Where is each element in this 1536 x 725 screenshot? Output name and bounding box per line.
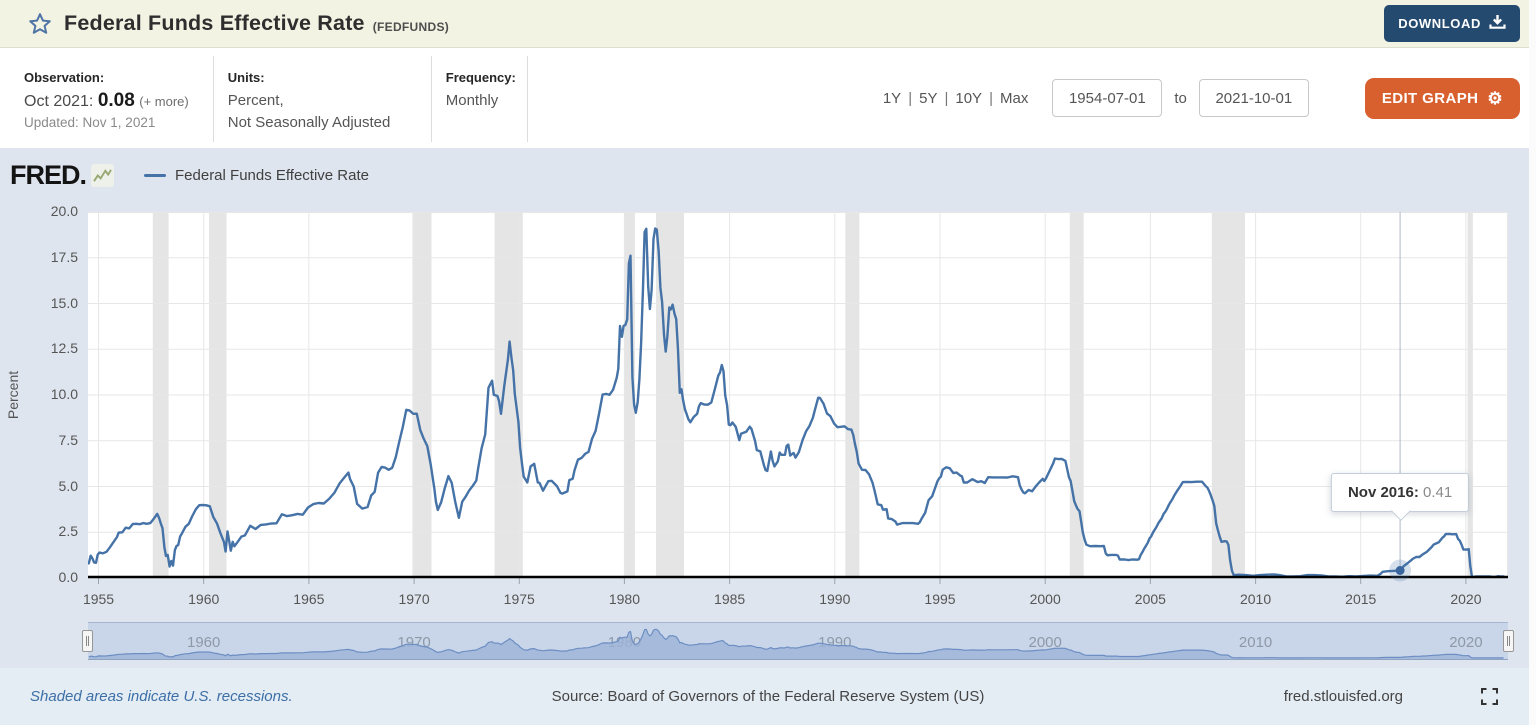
title-bar: Federal Funds Effective Rate (FEDFUNDS) …: [0, 0, 1536, 48]
range-navigator[interactable]: 1960197019801990200020102020: [82, 622, 1514, 660]
observation-value: 0.08: [97, 90, 135, 111]
preset-separator: |: [944, 89, 949, 107]
y-tick-label: 17.5: [50, 248, 78, 265]
y-axis-title: Percent: [5, 370, 21, 420]
x-tick-label: 1960: [188, 591, 220, 607]
x-tick-label: 1955: [82, 591, 115, 607]
x-tick-label: 1980: [608, 591, 641, 607]
series-id: (FEDFUNDS): [372, 20, 450, 34]
navigator-year-label: 2010: [1239, 634, 1272, 651]
navigator-chart[interactable]: 1960197019801990200020102020: [88, 622, 1508, 660]
x-tick-label: 2005: [1134, 591, 1166, 607]
to-label: to: [1174, 89, 1187, 107]
favorite-star-icon[interactable]: [28, 12, 52, 36]
preset-separator: |: [989, 89, 993, 107]
page-title: Federal Funds Effective Rate: [64, 11, 365, 35]
frequency-label: Frequency:: [445, 70, 516, 85]
observation-label: Observation:: [24, 70, 105, 85]
y-tick-label: 10.0: [50, 386, 78, 402]
download-button[interactable]: DOWNLOAD: [1384, 5, 1520, 42]
start-date-input[interactable]: [1052, 79, 1163, 117]
y-tick-label: 20.0: [50, 203, 78, 219]
units-label: Units:: [227, 70, 265, 85]
updated-text: Updated: Nov 1, 2021: [24, 115, 156, 130]
navigator-year-label: 2020: [1449, 634, 1482, 651]
navigator-left-handle[interactable]: [82, 630, 93, 652]
observation-value-line: Oct 2021: 0.08 (+ more): [24, 90, 189, 112]
units-line1: Percent,: [227, 92, 284, 109]
edit-graph-label: EDIT GRAPH: [1381, 89, 1479, 107]
x-tick-label: 2000: [1029, 591, 1061, 607]
x-tick-label: 1995: [924, 591, 956, 607]
tooltip-date: Nov 2016:: [1347, 484, 1419, 502]
chart-section: FRED. Federal Funds Effective Rate Perce…: [0, 148, 1536, 668]
observation-more-link[interactable]: (+ more): [139, 94, 189, 109]
fred-logo-chart-icon: [91, 164, 114, 187]
observation-block: Observation: Oct 2021: 0.08 (+ more) Upd…: [24, 56, 214, 142]
frequency-value: Monthly: [445, 92, 499, 109]
navigator-line: [88, 628, 1504, 659]
navigator-year-label: 2000: [1029, 634, 1062, 651]
legend-line-swatch: [144, 174, 166, 177]
observation-date: Oct 2021:: [24, 93, 94, 110]
navigator-year-label: 1960: [187, 634, 220, 651]
source-text: Source: Board of Governors of the Federa…: [551, 688, 985, 705]
legend-row: FRED. Federal Funds Effective Rate: [10, 160, 369, 191]
preset-separator: |: [908, 89, 913, 107]
y-axis-labels: 0.0 2.5 5.0 7.5 10.0 12.5 15.0 17.5 20.0: [30, 148, 78, 668]
y-tick-label: 7.5: [58, 431, 78, 448]
units-line2: Not Seasonally Adjusted: [227, 113, 391, 131]
y-tick-label: 2.5: [58, 523, 78, 540]
x-tick-label: 1965: [293, 591, 325, 607]
series-line: [88, 227, 1505, 579]
fullscreen-icon[interactable]: [1481, 688, 1498, 705]
edit-graph-button[interactable]: EDIT GRAPH ⚙: [1364, 77, 1520, 119]
recession-note-link[interactable]: Shaded areas indicate U.S. recessions.: [30, 688, 293, 705]
units-block: Units: Percent, Not Seasonally Adjusted: [214, 56, 432, 142]
frequency-block: Frequency: Monthly: [432, 56, 528, 142]
y-tick-label: 12.5: [50, 340, 78, 357]
download-icon: [1489, 14, 1506, 33]
y-tick-label: 5.0: [58, 477, 78, 494]
range-controls: 1Y | 5Y | 10Y | Max to EDIT GRAPH ⚙: [883, 48, 1536, 148]
y-tick-label: 15.0: [50, 294, 78, 311]
tooltip-value: 0.41: [1423, 484, 1453, 502]
hover-point: [1395, 566, 1405, 575]
preset-1y[interactable]: 1Y: [882, 89, 902, 107]
x-tick-label: 1970: [398, 591, 430, 607]
x-tick-label: 1985: [714, 591, 746, 607]
x-tick-label: 1975: [503, 591, 535, 607]
y-tick-label: 0.0: [58, 569, 78, 585]
range-presets: 1Y | 5Y | 10Y | Max: [883, 90, 1028, 107]
site-link: fred.stlouisfed.org: [1283, 688, 1403, 705]
chart-tooltip: Nov 2016: 0.41: [1330, 473, 1470, 513]
preset-5y[interactable]: 5Y: [919, 89, 938, 107]
end-date-input[interactable]: [1198, 79, 1309, 117]
x-tick-label: 2020: [1450, 591, 1482, 607]
meta-bar: Observation: Oct 2021: 0.08 (+ more) Upd…: [0, 48, 1536, 148]
fred-logo: FRED.: [10, 160, 87, 190]
preset-10y[interactable]: 10Y: [955, 89, 983, 107]
legend-series-label[interactable]: Federal Funds Effective Rate: [175, 167, 369, 184]
navigator-right-handle[interactable]: [1503, 630, 1514, 652]
x-axis-labels: 1955 1960 1965 1970 1975 1980 1985 1990 1995 2000…: [83, 591, 1508, 609]
download-label: DOWNLOAD: [1398, 16, 1481, 31]
scrollbar-strip[interactable]: [1529, 0, 1536, 725]
preset-max[interactable]: Max: [999, 89, 1029, 107]
page-footer: Shaded areas indicate U.S. recessions. S…: [0, 668, 1536, 725]
footer-right: fred.stlouisfed.org: [1284, 688, 1498, 705]
x-tick-label: 1990: [819, 591, 851, 607]
gear-icon: ⚙: [1487, 88, 1503, 108]
x-tick-label: 2015: [1345, 591, 1377, 607]
x-tick-label: 2010: [1239, 591, 1272, 607]
main-chart[interactable]: [88, 212, 1508, 586]
